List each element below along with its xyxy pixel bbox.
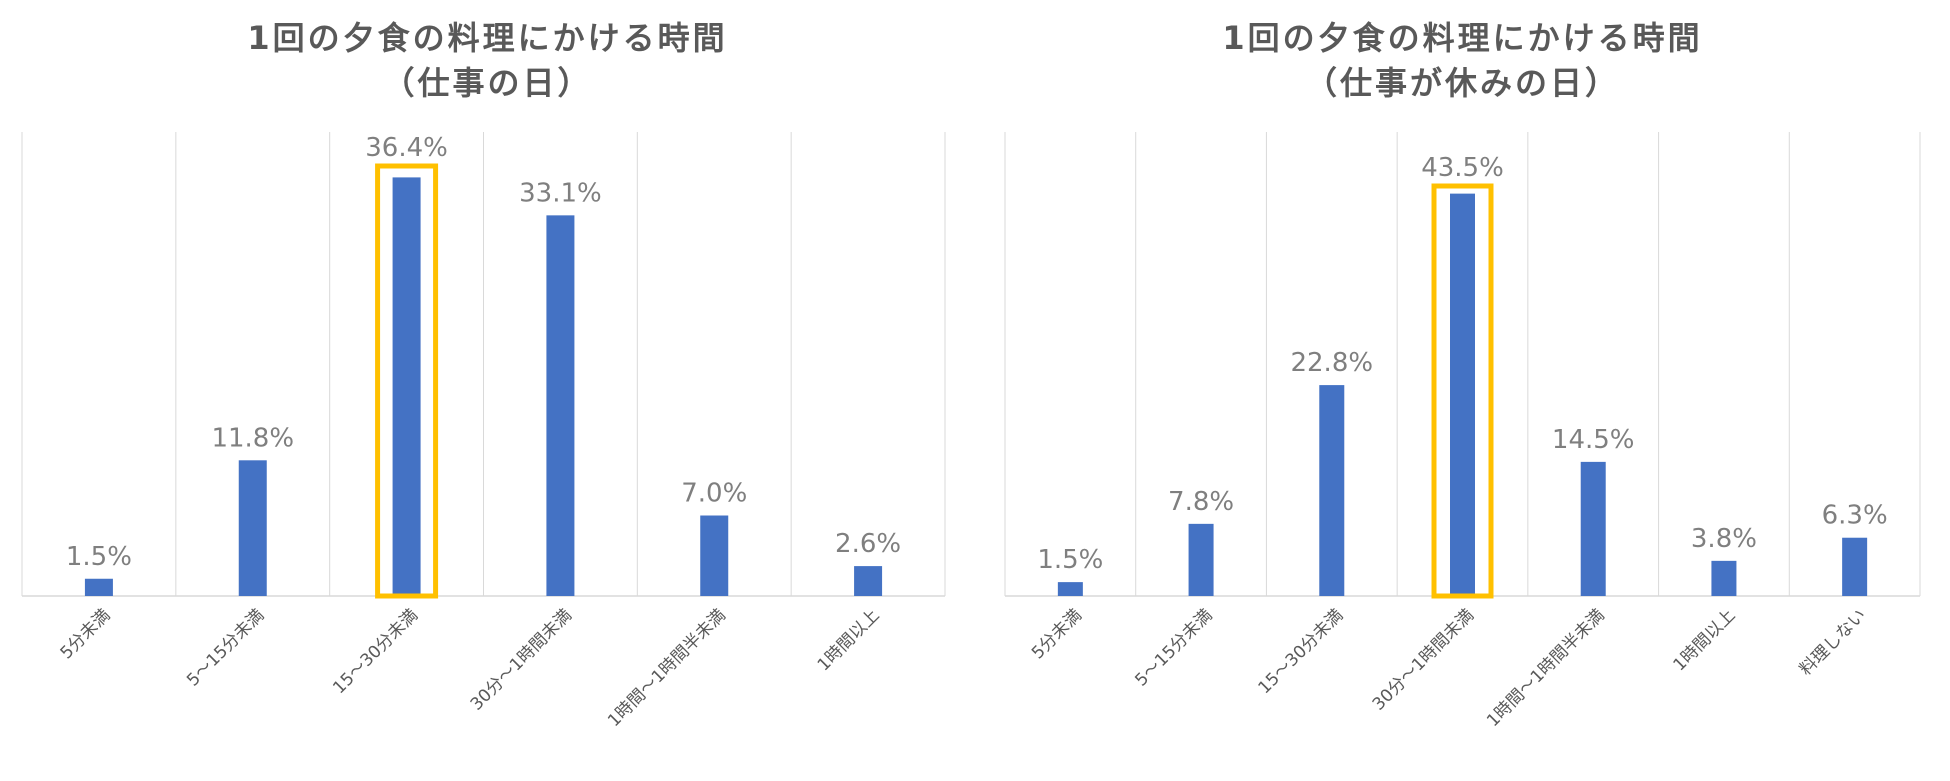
category-label: 1時間以上 xyxy=(814,605,884,675)
data-label: 43.5% xyxy=(1421,153,1504,183)
bar xyxy=(546,215,575,596)
data-label: 11.8% xyxy=(211,423,294,453)
data-label: 36.4% xyxy=(365,133,448,163)
data-label: 7.8% xyxy=(1168,487,1234,517)
bar xyxy=(854,566,883,596)
category-label: 5～15分未満 xyxy=(183,605,268,690)
bar xyxy=(1580,461,1606,596)
bar xyxy=(84,578,113,596)
category-label: 5分未満 xyxy=(1028,605,1086,663)
category-label: 1時間以上 xyxy=(1670,605,1740,675)
chart-day-off: 1回の夕食の料理にかける時間 （仕事が休みの日） 1.5% 5分未満 7.8% 5～1… xyxy=(975,0,1950,781)
bar-chart-plot: 1.5% 5分未満 7.8% 5～15分未満 22.8% 15～30分未満 43.5% 30分… xyxy=(1004,132,1921,731)
bar xyxy=(1711,560,1737,596)
data-label: 3.8% xyxy=(1691,524,1757,554)
category-label: 1時間～1時間半未満 xyxy=(604,605,730,731)
bar xyxy=(392,177,421,596)
category-label: 5～15分未満 xyxy=(1131,605,1216,690)
category-label: 料理しない xyxy=(1796,605,1870,679)
data-label: 1.5% xyxy=(1037,545,1103,575)
category-label: 30分～1時間未満 xyxy=(1369,605,1478,714)
bar xyxy=(700,515,729,596)
chart-title-line1: 1回の夕食の料理にかける時間 xyxy=(247,19,728,57)
data-label: 33.1% xyxy=(519,178,602,208)
category-label: 5分未満 xyxy=(57,605,115,663)
category-label: 1時間～1時間半未満 xyxy=(1483,605,1609,731)
chart-title-line2: （仕事の日） xyxy=(382,64,593,102)
bar xyxy=(1319,385,1345,596)
data-label: 6.3% xyxy=(1822,501,1888,531)
bar xyxy=(1057,582,1083,596)
bar xyxy=(1188,523,1214,596)
chart-work-day: 1回の夕食の料理にかける時間 （仕事の日） 1.5% 5分未満 11.8% 5～15分… xyxy=(0,16,975,731)
chart-title-line2: （仕事が休みの日） xyxy=(1304,64,1620,102)
category-label: 15～30分未満 xyxy=(1255,605,1348,698)
highlight-box xyxy=(1431,183,1494,599)
bar-chart-plot: 1.5% 5分未満 11.8% 5～15分未満 36.4% 15～30分未満 33.1% 30… xyxy=(21,132,946,731)
chart-title: 1回の夕食の料理にかける時間 （仕事の日） xyxy=(0,16,975,106)
highlight-box xyxy=(375,163,439,599)
data-label: 14.5% xyxy=(1552,425,1635,455)
data-label: 22.8% xyxy=(1290,348,1373,378)
data-label: 7.0% xyxy=(681,479,747,509)
bar xyxy=(1450,193,1475,596)
bar xyxy=(1842,537,1868,596)
bar xyxy=(238,460,267,596)
data-label: 2.6% xyxy=(835,529,901,559)
chart-title: 1回の夕食の料理にかける時間 （仕事が休みの日） xyxy=(975,16,1950,106)
data-label: 1.5% xyxy=(66,542,132,572)
category-label: 30分～1時間未満 xyxy=(467,605,576,714)
chart-title-line1: 1回の夕食の料理にかける時間 xyxy=(1222,19,1703,57)
category-label: 15～30分未満 xyxy=(329,605,422,698)
